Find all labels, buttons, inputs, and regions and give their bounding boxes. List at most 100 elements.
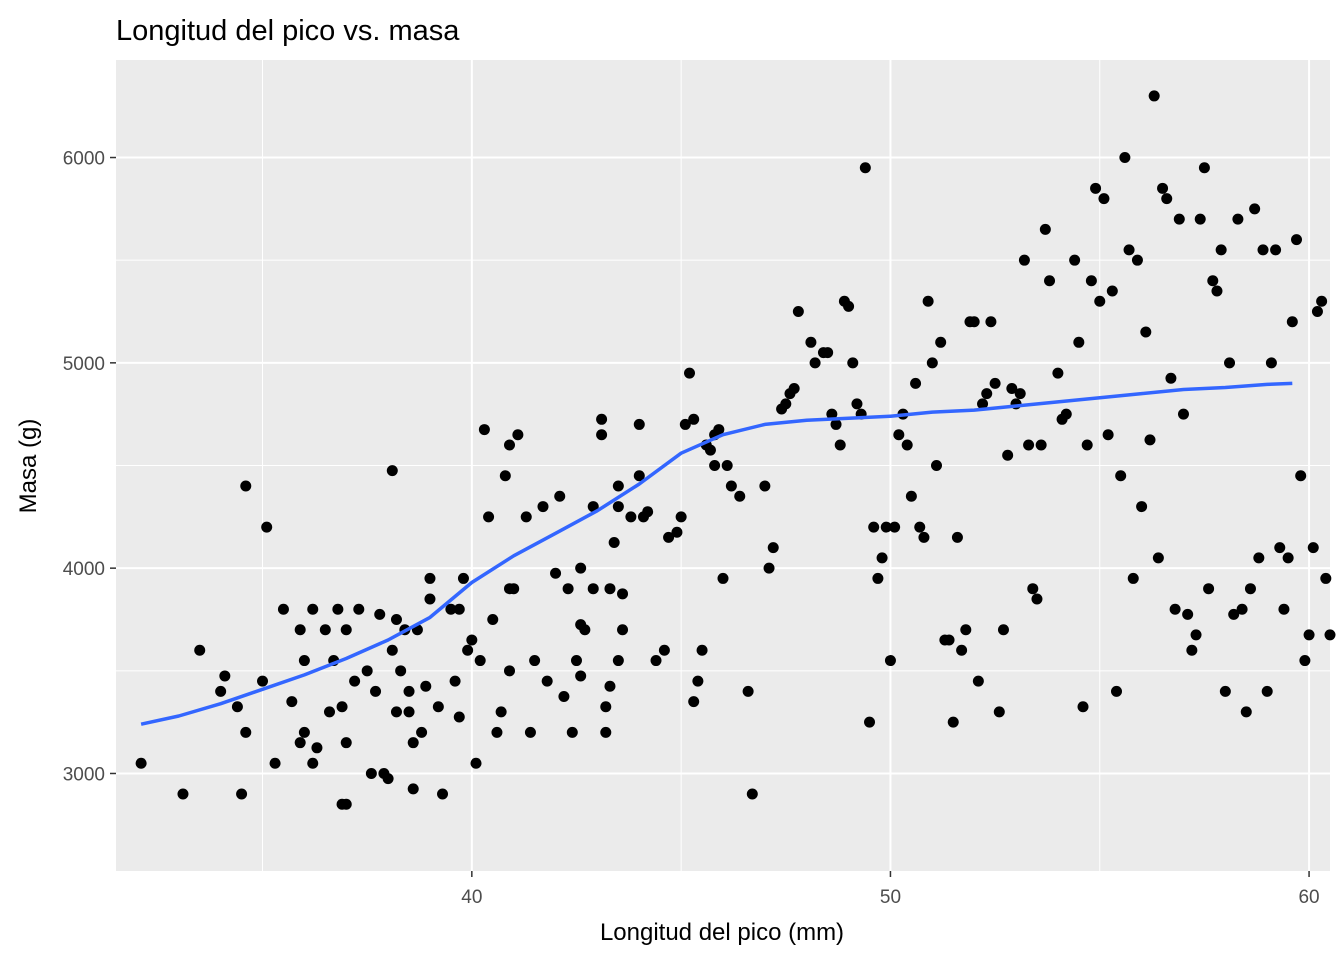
y-tick-label: 5000 xyxy=(63,354,105,375)
data-point xyxy=(424,593,436,605)
data-point xyxy=(759,480,771,492)
data-point xyxy=(558,690,570,702)
data-point xyxy=(504,439,516,451)
data-point xyxy=(792,306,804,318)
data-point xyxy=(1324,629,1336,641)
data-point xyxy=(914,521,926,533)
data-point xyxy=(893,429,905,441)
data-point xyxy=(604,680,616,692)
data-point xyxy=(780,398,792,410)
data-point xyxy=(830,418,842,430)
data-point xyxy=(286,696,298,708)
data-point xyxy=(604,583,616,595)
data-point xyxy=(587,583,599,595)
data-point xyxy=(1224,357,1236,369)
data-point xyxy=(277,603,289,615)
data-point xyxy=(457,572,469,584)
data-point xyxy=(834,439,846,451)
data-point xyxy=(1177,408,1189,420)
data-point xyxy=(319,624,331,636)
y-axis-ticks: 3000 4000 5000 6000 xyxy=(63,149,116,785)
data-point xyxy=(633,418,645,430)
data-point xyxy=(617,624,629,636)
data-point xyxy=(679,418,691,430)
data-point xyxy=(340,798,352,810)
data-point xyxy=(470,757,482,769)
data-point xyxy=(462,644,474,656)
data-point xyxy=(1316,295,1328,307)
data-point xyxy=(930,460,942,471)
data-point xyxy=(215,685,227,697)
data-point xyxy=(1186,644,1198,656)
data-point xyxy=(449,675,461,687)
data-point xyxy=(1144,434,1156,446)
data-point xyxy=(1320,572,1332,584)
y-tick-label: 3000 xyxy=(63,764,105,785)
data-point xyxy=(1081,439,1093,451)
data-point xyxy=(1052,367,1064,379)
data-point xyxy=(550,567,562,579)
data-point xyxy=(1282,552,1294,564)
chart-title: Longitud del pico vs. masa xyxy=(116,15,460,47)
data-point xyxy=(1240,706,1252,718)
data-point xyxy=(1232,213,1244,225)
data-point xyxy=(453,711,465,723)
data-point xyxy=(1090,182,1102,194)
data-point xyxy=(231,701,243,713)
data-point xyxy=(194,644,206,656)
data-point xyxy=(1027,583,1039,595)
data-point xyxy=(1094,295,1106,307)
data-point xyxy=(684,367,696,379)
data-point xyxy=(1085,275,1097,287)
smooth-line xyxy=(140,381,1293,726)
data-point xyxy=(889,521,901,533)
data-point xyxy=(1102,429,1114,441)
data-point xyxy=(805,336,817,348)
data-point xyxy=(956,644,968,656)
data-point xyxy=(947,716,959,728)
data-point xyxy=(1173,213,1185,225)
data-point xyxy=(612,501,624,513)
data-point xyxy=(1073,336,1085,348)
data-point xyxy=(1295,470,1307,482)
data-point xyxy=(453,603,465,615)
data-point xyxy=(269,757,281,769)
data-point xyxy=(537,501,549,513)
data-point xyxy=(1207,275,1219,287)
data-point xyxy=(612,480,624,492)
data-point xyxy=(600,726,612,738)
data-point xyxy=(1165,372,1177,384)
data-point xyxy=(1211,285,1223,297)
data-point xyxy=(1299,655,1311,667)
data-point xyxy=(989,377,1001,389)
x-axis-label: Longitud del pico (mm) xyxy=(600,919,844,946)
data-point xyxy=(353,603,365,615)
data-point xyxy=(1253,552,1265,564)
data-point xyxy=(495,706,507,718)
data-point xyxy=(1131,254,1143,266)
data-point xyxy=(386,465,398,477)
data-point xyxy=(261,521,273,533)
data-point xyxy=(562,583,574,595)
data-point xyxy=(864,716,876,728)
data-point xyxy=(725,480,737,492)
data-point xyxy=(868,521,880,533)
data-point xyxy=(390,613,402,625)
data-point xyxy=(692,675,704,687)
data-point xyxy=(403,685,415,697)
data-point xyxy=(1278,603,1290,615)
data-point xyxy=(1006,383,1018,395)
data-point xyxy=(1060,408,1072,420)
data-point xyxy=(851,398,863,410)
data-point xyxy=(361,665,373,677)
data-point xyxy=(1098,193,1110,205)
data-point xyxy=(1257,244,1269,256)
data-point xyxy=(633,470,645,482)
data-point xyxy=(1002,449,1014,461)
data-point xyxy=(1127,572,1139,584)
data-point xyxy=(1148,90,1160,102)
data-point xyxy=(524,726,536,738)
data-point xyxy=(1291,234,1303,246)
data-point xyxy=(600,701,612,713)
data-point xyxy=(1044,275,1056,287)
